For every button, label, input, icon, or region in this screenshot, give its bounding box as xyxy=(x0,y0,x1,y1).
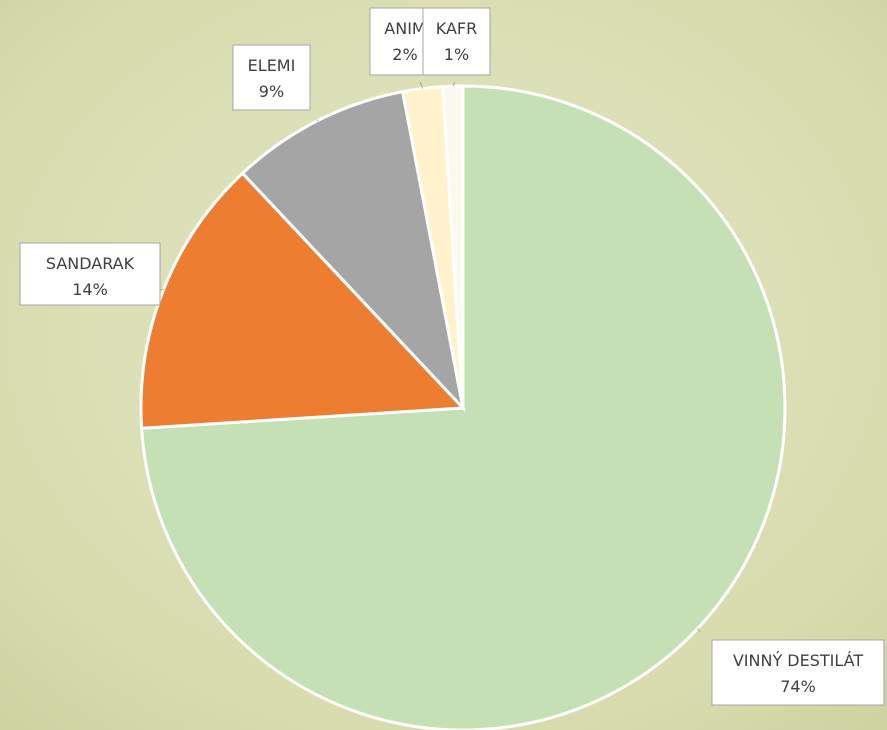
category-label: SANDARAK xyxy=(46,254,135,273)
labels: VINNÝ DESTILÁT 74% SANDARAK 14% ELEMI 9% ANIM 2… xyxy=(19,7,885,706)
slices xyxy=(139,84,787,730)
value-label: 74% xyxy=(780,677,816,696)
label-box xyxy=(19,242,161,306)
leader-line xyxy=(419,81,424,89)
leader-line xyxy=(316,119,319,122)
pie-slice xyxy=(441,84,465,409)
category-label: VINNÝ DESTILÁT xyxy=(733,651,864,670)
label-box xyxy=(711,639,885,706)
leader-line xyxy=(697,628,701,633)
value-label: 2% xyxy=(392,45,417,64)
pie-slice xyxy=(139,171,467,430)
label-box xyxy=(422,7,491,76)
value-label: 14% xyxy=(72,280,108,299)
label-box xyxy=(232,44,311,111)
pie-slice xyxy=(240,89,466,413)
leader-line xyxy=(159,288,164,291)
value-label: 9% xyxy=(259,82,284,101)
category-label: ANIM xyxy=(384,19,425,38)
category-label: ELEMI xyxy=(248,56,296,75)
value-label: 1% xyxy=(444,45,469,64)
leader-line xyxy=(452,81,456,87)
category-label: KAFR xyxy=(436,19,477,38)
